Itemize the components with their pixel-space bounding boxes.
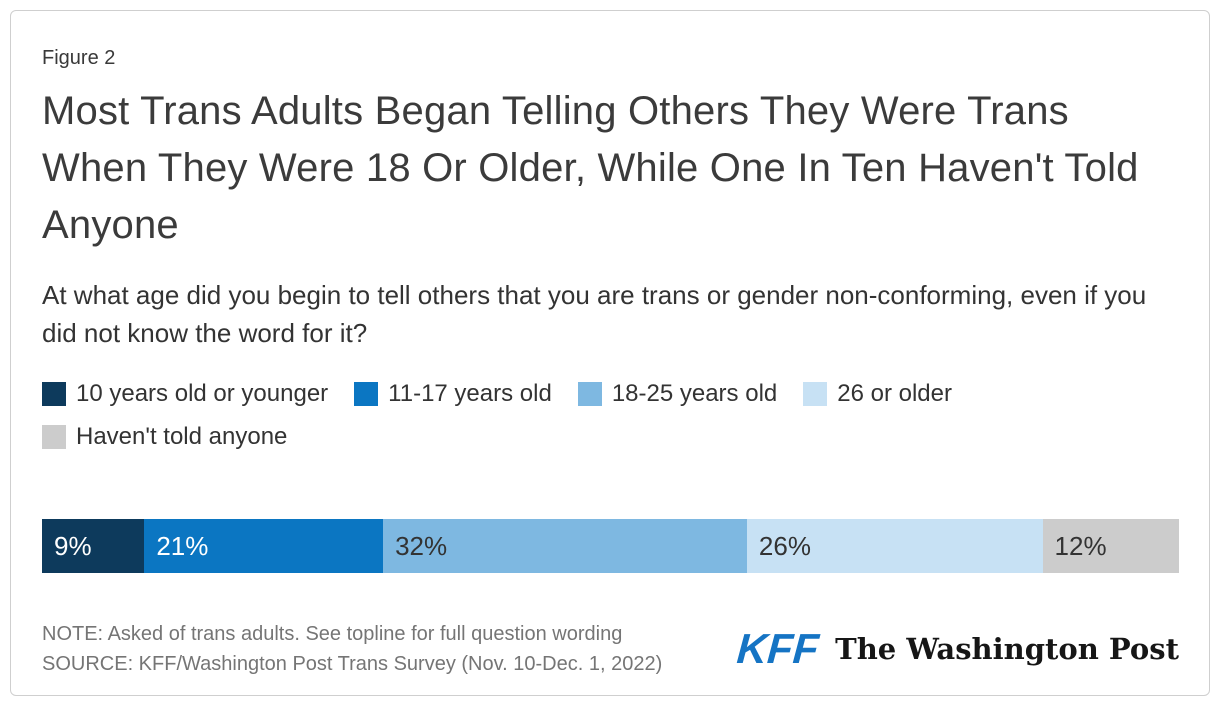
source-text: SOURCE: KFF/Washington Post Trans Survey…	[42, 653, 663, 675]
logos: KFF The Washington Post	[735, 625, 1179, 673]
legend-item: 10 years old or younger	[42, 380, 328, 408]
legend: 10 years old or younger 11-17 years old 18…	[42, 380, 1092, 451]
legend-item: Haven't told anyone	[42, 423, 287, 451]
bar-segment-label: 32%	[395, 530, 448, 561]
chart-title: Most Trans Adults Began Telling Others T…	[42, 89, 1139, 247]
legend-item: 11-17 years old	[354, 380, 552, 408]
footer: NOTE: Asked of trans adults. See topline…	[42, 619, 1179, 679]
washington-post-logo: The Washington Post	[835, 632, 1179, 666]
legend-label: 18-25 years old	[611, 380, 778, 407]
legend-item: 26 or older	[803, 380, 952, 408]
bar-segment-label: 26%	[758, 530, 811, 561]
legend-swatch	[577, 382, 602, 406]
legend-label: 26 or older	[837, 380, 952, 407]
kff-logo: KFF	[735, 625, 821, 672]
legend-item: 18-25 years old	[577, 380, 778, 408]
bar-segment-label: 9%	[54, 530, 92, 561]
legend-label: 10 years old or younger	[76, 380, 329, 407]
bar-segment: 9%	[42, 519, 145, 573]
legend-swatch	[42, 425, 66, 449]
bar-segment: 21%	[144, 519, 384, 573]
figure-label: Figure 2	[42, 47, 116, 69]
bar-segment: 32%	[383, 519, 747, 573]
chart-subtitle: At what age did you begin to tell others…	[42, 280, 1147, 348]
legend-swatch	[354, 382, 379, 406]
bar-segment-label: 21%	[156, 530, 209, 561]
bar-segment: 12%	[1042, 519, 1179, 573]
note-text: NOTE: Asked of trans adults. See topline…	[42, 623, 623, 645]
footnotes: NOTE: Asked of trans adults. See topline…	[42, 619, 662, 679]
legend-swatch	[803, 382, 828, 406]
legend-swatch	[42, 382, 66, 406]
legend-label: Haven't told anyone	[76, 423, 288, 450]
bar-segment: 26%	[746, 519, 1043, 573]
legend-label: 11-17 years old	[388, 380, 552, 407]
bar-segment-label: 12%	[1054, 530, 1107, 561]
figure-card: Figure 2 Most Trans Adults Began Telling…	[10, 10, 1210, 696]
stacked-bar: 9% 21% 32% 26% 12%	[42, 519, 1179, 573]
